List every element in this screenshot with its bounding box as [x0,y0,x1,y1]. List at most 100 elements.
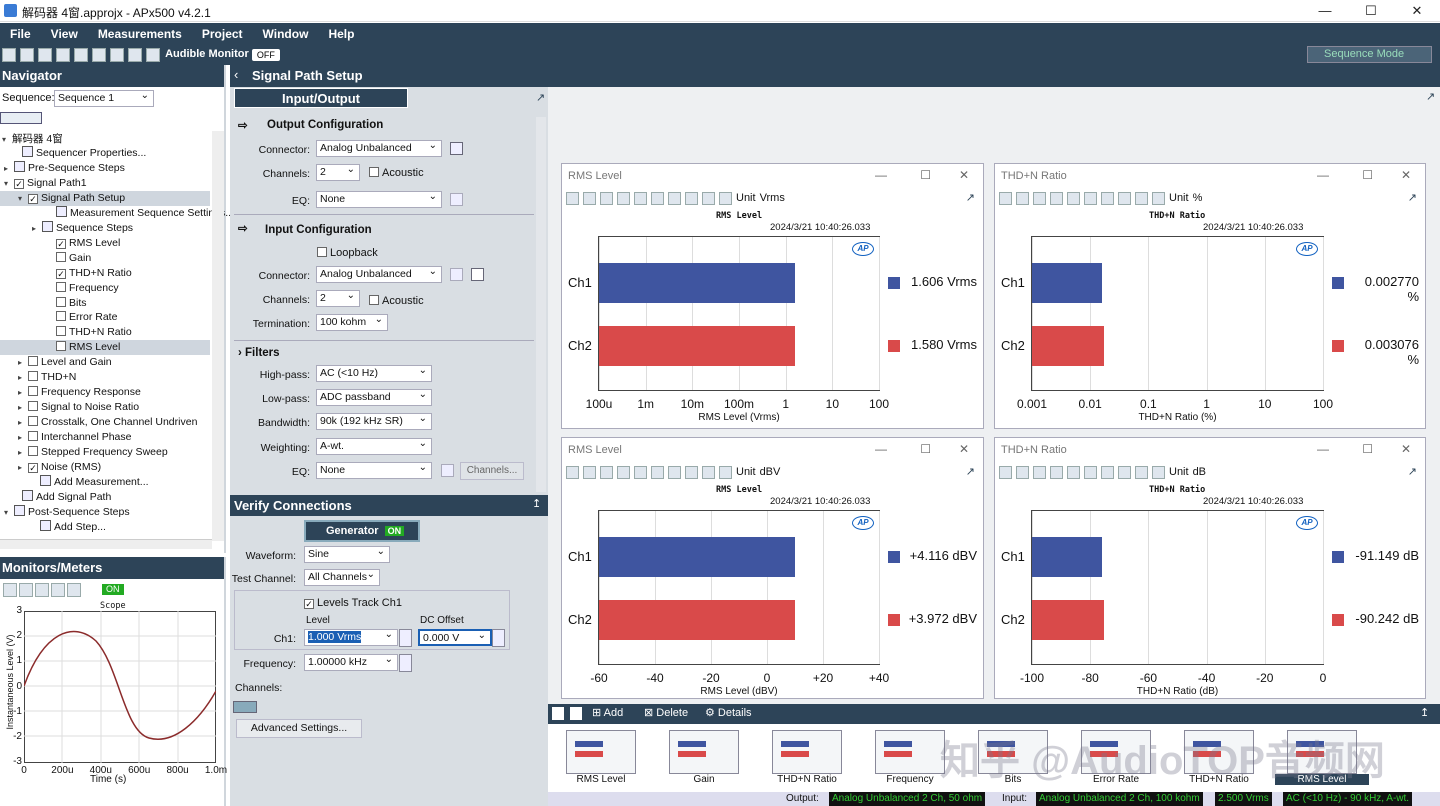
recorder-icon[interactable] [51,583,65,597]
expand-arrow-icon[interactable]: ▸ [18,433,23,443]
copy-icon[interactable] [1016,192,1029,205]
channels-button[interactable]: Channels... [460,462,524,480]
chart-expand-icon[interactable]: ↗ [965,192,975,204]
table-icon[interactable] [1101,192,1114,205]
tree-item[interactable]: ▸ Signal to Noise Ratio [0,400,210,415]
measurement-thumbnail[interactable] [1081,730,1151,774]
tree-checkbox[interactable]: ✓ [56,238,66,249]
monitor-toggle[interactable]: ON [102,584,124,595]
generator-button[interactable]: Generator ON [304,520,420,542]
tree-checkbox[interactable] [28,431,38,442]
settings-icon[interactable] [1152,466,1165,479]
tree-item[interactable]: Add Measurement... [0,474,210,490]
sequence-mode-dropdown[interactable]: Sequence Mode [1307,46,1432,63]
zoom-icon[interactable] [617,466,630,479]
tree-item[interactable]: ▾ ✓ Signal Path Setup [0,190,210,206]
expand-arrow-icon[interactable]: ▸ [32,223,37,233]
zoom-icon[interactable] [1050,192,1063,205]
pan-icon[interactable] [1067,466,1080,479]
settings-icon[interactable] [1152,192,1165,205]
loopback-checkbox[interactable]: Loopback [317,247,378,259]
chart-expand-icon[interactable]: ↗ [1407,192,1417,204]
pan-icon[interactable] [634,466,647,479]
fit-icon[interactable] [651,192,664,205]
tree-checkbox[interactable] [56,281,66,292]
tree-checkbox[interactable]: ✓ [28,193,38,204]
tree-item[interactable]: Bits [0,296,210,311]
weighting-select[interactable]: A-wt. [316,436,432,455]
verify-expand-icon[interactable]: ↥ [532,498,542,510]
tree-item[interactable]: ▾ ✓ Signal Path1 [0,176,210,191]
expand-arrow-icon[interactable]: ▸ [18,388,23,398]
fft-icon[interactable] [19,583,33,597]
expand-arrow-icon[interactable]: ▸ [18,418,23,428]
chart-minimize-icon[interactable]: — [1317,168,1329,182]
function-icon[interactable] [1135,192,1148,205]
sp-scrollbar[interactable] [536,117,546,492]
measurement-thumbnail[interactable] [669,730,739,774]
chart-maximize-icon[interactable]: ☐ [920,442,931,456]
pan-icon[interactable] [1067,192,1080,205]
fit-icon[interactable] [1084,466,1097,479]
tree-item[interactable]: RMS Level [0,340,210,356]
expand-arrow-icon[interactable]: ▸ [18,462,23,472]
save-icon[interactable] [999,466,1012,479]
tree-item[interactable]: ✓ RMS Level [0,236,210,251]
tree-item[interactable]: ✓ THD+N Ratio [0,266,210,281]
tree-item[interactable]: Add Signal Path [0,489,210,505]
lowpass-select[interactable]: ADC passband [316,387,432,406]
minimize-icon[interactable]: — [1318,3,1332,18]
ch1-level-input[interactable]: 1.000 Vrms [304,627,398,646]
print-icon[interactable] [1033,466,1046,479]
measurement-thumbnail[interactable] [566,730,636,774]
function-icon[interactable] [1135,466,1148,479]
report-icon[interactable] [128,48,142,62]
tree-item[interactable]: ▸ Frequency Response [0,385,210,400]
in-eq-select[interactable]: None [316,460,432,479]
out-eq-settings-icon[interactable] [450,193,463,206]
unit-select[interactable]: dB [1192,466,1207,478]
generator-icon[interactable] [74,48,88,62]
tree-item[interactable]: ▸ THD+N [0,370,210,385]
table-icon[interactable] [668,466,681,479]
chart-close-icon[interactable]: ✕ [1400,442,1411,456]
io-mode-dropdown[interactable]: Input/Output [234,88,408,108]
settings-icon[interactable] [719,192,732,205]
in-connector-info-icon[interactable] [471,268,484,281]
frequency-input[interactable]: 1.00000 kHz [304,652,398,671]
save-icon[interactable] [38,48,52,62]
tree-checkbox[interactable] [56,296,66,307]
save-icon[interactable] [566,192,579,205]
tree-item[interactable]: Measurement Sequence Settings... [0,205,234,221]
format-icon[interactable] [1118,466,1131,479]
save-icon[interactable] [566,466,579,479]
dc-offset-spin[interactable] [492,629,505,647]
chart-close-icon[interactable]: ✕ [1400,168,1411,182]
format-icon[interactable] [685,192,698,205]
nav-vscrollbar[interactable] [212,131,224,541]
in-eq-settings-icon[interactable] [441,464,454,477]
tree-checkbox[interactable] [56,326,66,337]
menu-help[interactable]: Help [328,27,355,41]
tree-item[interactable]: Error Rate [0,310,210,325]
chart-minimize-icon[interactable]: — [1317,442,1329,456]
unit-select[interactable]: % [1192,192,1203,204]
measurement-thumbnail[interactable] [1184,730,1254,774]
advanced-settings-button[interactable]: Advanced Settings... [236,719,362,738]
table-icon[interactable] [668,192,681,205]
function-icon[interactable] [702,466,715,479]
format-icon[interactable] [685,466,698,479]
in-acoustic-checkbox[interactable]: Acoustic [369,295,424,307]
print-icon[interactable] [600,466,613,479]
expand-arrow-icon[interactable]: ▾ [18,193,23,203]
scope-icon[interactable] [3,583,17,597]
measurement-thumbnail[interactable] [1287,730,1357,774]
menu-window[interactable]: Window [262,27,309,41]
unit-select[interactable]: dBV [759,466,781,478]
analyzer-icon[interactable] [92,48,106,62]
tree-item[interactable]: ▸ Sequence Steps [0,220,210,236]
tree-item[interactable]: Frequency [0,281,210,296]
audible-monitor-toggle[interactable]: OFF [251,49,280,61]
tree-checkbox[interactable] [28,386,38,397]
levels-track-checkbox[interactable]: ✓ Levels Track Ch1 [304,597,402,609]
